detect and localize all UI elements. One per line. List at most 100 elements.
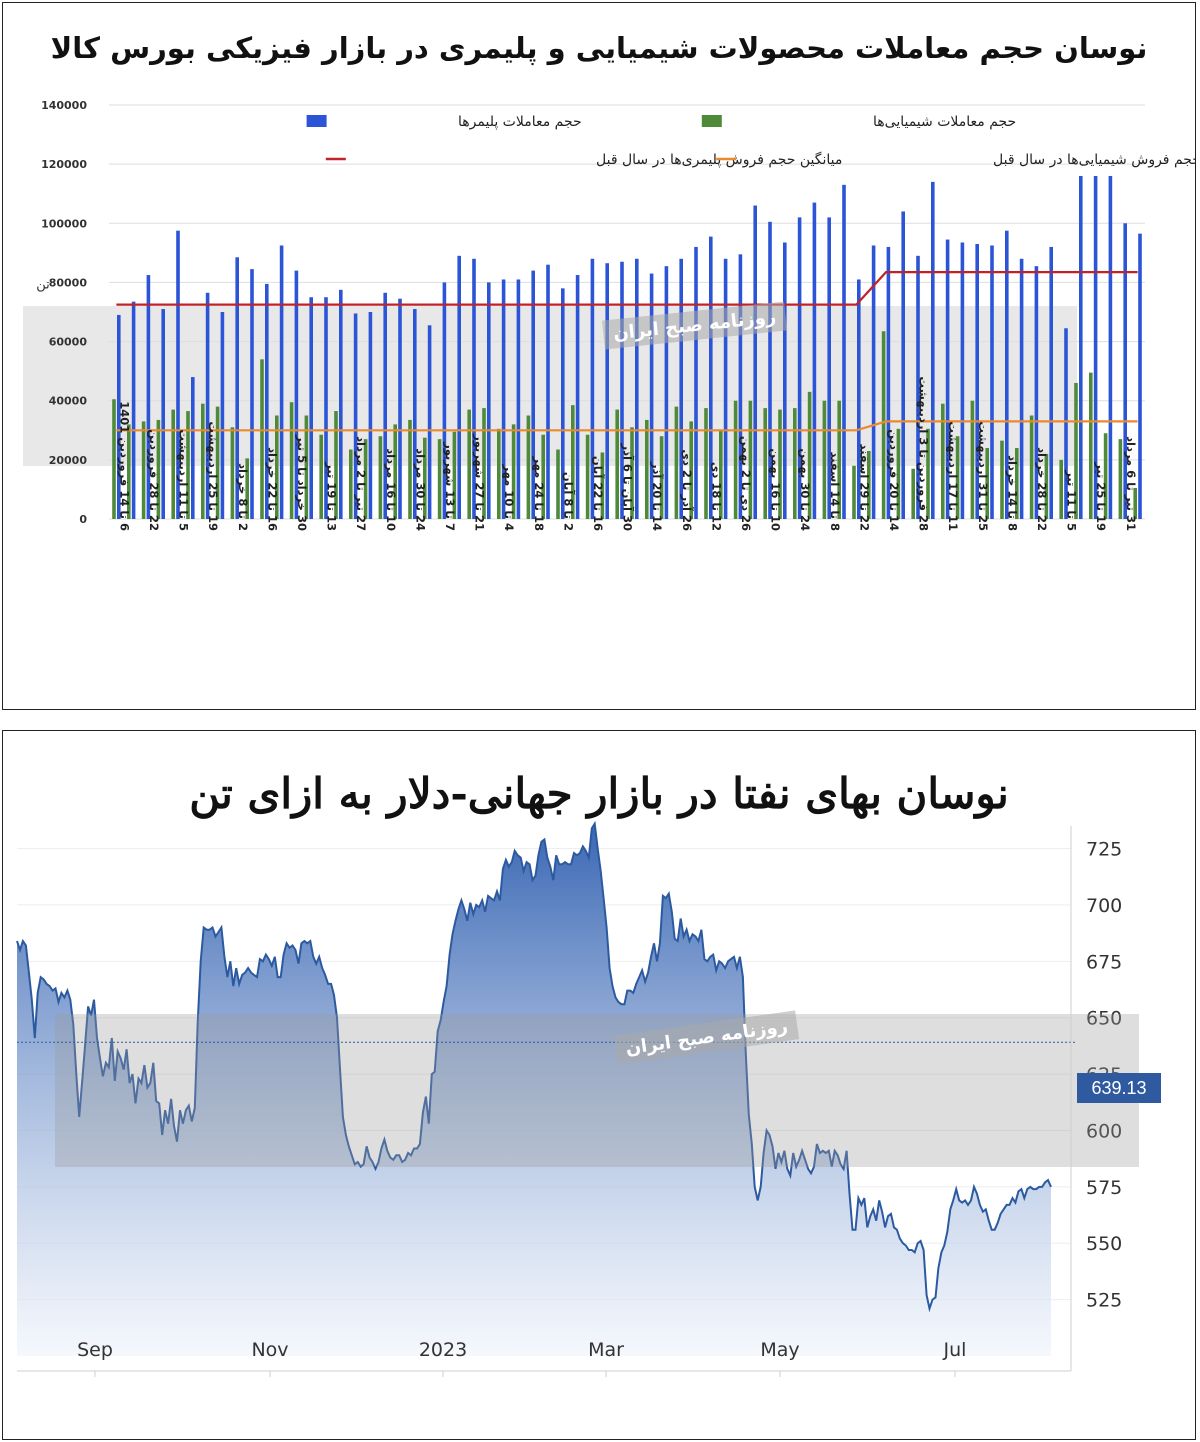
x-category-label: 24 تا 30 مرداد (413, 448, 427, 531)
chemical-bar (585, 434, 590, 519)
polymer-bar (427, 325, 432, 519)
polymer-bar (620, 261, 624, 519)
x-category-label: 14 تا 20 فروردین (886, 429, 901, 531)
x-category-label: 16 تا 22 آبان (591, 456, 605, 531)
chemical-bar (112, 399, 116, 519)
polymer-bar (635, 258, 639, 519)
polymer-bar (886, 246, 891, 519)
y-tick-label: 60000 (49, 336, 88, 349)
chemical-bar (911, 468, 915, 519)
polymer-bar (176, 230, 180, 519)
chemical-bar (289, 402, 294, 519)
chemical-bar (615, 409, 619, 519)
chemical-bar (349, 449, 353, 519)
polymer-bar (368, 312, 373, 519)
chemical-bar (941, 403, 945, 519)
chemical-bar (985, 448, 989, 519)
x-category-label: 10 تا 16 بهمن (769, 448, 783, 531)
watermark-band (23, 306, 1077, 466)
chart-title: نوسان بهای نفتا در بازار جهانی-دلار به ا… (189, 769, 1009, 818)
chemical-bar (807, 391, 812, 519)
chemical-bar (867, 450, 871, 519)
x-tick-label: May (760, 1339, 799, 1361)
polymer-bar (191, 377, 195, 519)
polymer-bar (339, 289, 343, 519)
chemical-bar (881, 331, 886, 519)
polymer-bar (945, 239, 950, 520)
chemical-bar (437, 439, 442, 519)
chemical-bar (896, 428, 901, 519)
polymer-bar (783, 242, 787, 519)
x-category-label: 5 تا 11 اردیبهشت (177, 429, 191, 531)
polymer-bar (575, 275, 580, 519)
x-category-label: 2 تا 8 خرداد (236, 463, 250, 531)
y-tick-label: 600 (1086, 1120, 1122, 1142)
y-tick-label: 725 (1086, 839, 1122, 861)
chemical-bar (719, 430, 723, 519)
x-category-label: 30 خرداد تا 5 تیر (295, 434, 309, 531)
y-tick-label: 700 (1086, 895, 1122, 917)
polymer-bar (457, 255, 461, 520)
chemical-bar (837, 400, 841, 519)
watermark-band (55, 1014, 1139, 1167)
chemical-bar (304, 415, 309, 519)
chemical-bar (926, 428, 930, 519)
polymer-bar (324, 297, 328, 519)
x-tick-label: Mar (588, 1339, 624, 1361)
chemical-bar (186, 411, 190, 519)
chemical-bar (378, 436, 383, 519)
chemical-bar (275, 415, 279, 519)
x-category-label: 31 تیر تا 6 مرداد (1124, 436, 1138, 531)
x-category-label: 8 تا 14 اسفند (828, 451, 842, 531)
x-category-label: 16 تا 22 خرداد (265, 447, 279, 531)
x-category-label: 24 تا 30 بهمن (798, 448, 812, 531)
y-tick-label: 100000 (41, 217, 87, 230)
polymer-bar (531, 270, 535, 519)
top-chart-panel: نوسان حجم معاملات محصولات شیمیایی و پلیم… (2, 2, 1196, 710)
x-category-label: 25 تا 31 اردیبهشت (976, 421, 990, 531)
polymer-bar (1079, 175, 1083, 519)
chemical-bar (482, 408, 486, 519)
bar-chart: 0 20000 40000 60000 80000 100000 120000 140000 ت… (23, 99, 1195, 531)
x-category-label: 26 دی تا 2 بهمن (739, 436, 753, 531)
x-category-label: 22 تا 28 فروردین (146, 429, 161, 531)
x-category-label: 28 فروردین تا 3 اردیبهشت (916, 376, 931, 531)
polymer-bar (1005, 230, 1009, 519)
chemical-bar (674, 406, 679, 519)
x-category-label: 18 تا 24 مهر (532, 455, 546, 531)
legend-swatch (306, 115, 327, 127)
polymer-bar (413, 309, 417, 519)
chemical-bar (955, 436, 960, 519)
polymer-bar (797, 217, 802, 519)
polymer-bar (960, 242, 965, 519)
chemical-bar (526, 415, 531, 519)
chemical-bar (541, 434, 545, 519)
polymer-bar (709, 236, 713, 520)
chemical-bar (689, 421, 693, 519)
polymer-bar (117, 314, 121, 519)
polymer-bar (590, 258, 595, 519)
chemical-average-line (116, 420, 1138, 432)
polymer-bar (768, 221, 772, 520)
chemical-bar (363, 439, 368, 519)
x-category-label: 7 تا 13 شهریور (442, 441, 457, 531)
chemical-bar (127, 424, 131, 519)
polymer-bar (1049, 246, 1053, 519)
chemical-bar (1089, 372, 1093, 519)
chemical-bar (393, 424, 397, 519)
x-category-label: 27 تیر تا 2 مرداد (354, 436, 368, 531)
chemical-bar (260, 359, 264, 519)
x-category-label: 11 تا 17 اردیبهشت (946, 421, 960, 531)
polymer-bar (738, 254, 743, 520)
x-category-label: 26 آذر تا 2 دی (680, 449, 694, 531)
chemical-bar (748, 400, 753, 519)
x-tick-label: 2023 (419, 1339, 467, 1361)
polymer-bar (516, 279, 521, 519)
x-category-label: 30 آبان تا 6 آذر (621, 442, 635, 531)
polymer-bar (220, 312, 225, 519)
polymer-bar (353, 313, 358, 519)
x-category-label: 2 تا 8 آبان (561, 472, 575, 531)
x-tick-label: Sep (77, 1339, 113, 1361)
chemical-bar (467, 409, 471, 519)
polymer-bar (131, 301, 136, 519)
